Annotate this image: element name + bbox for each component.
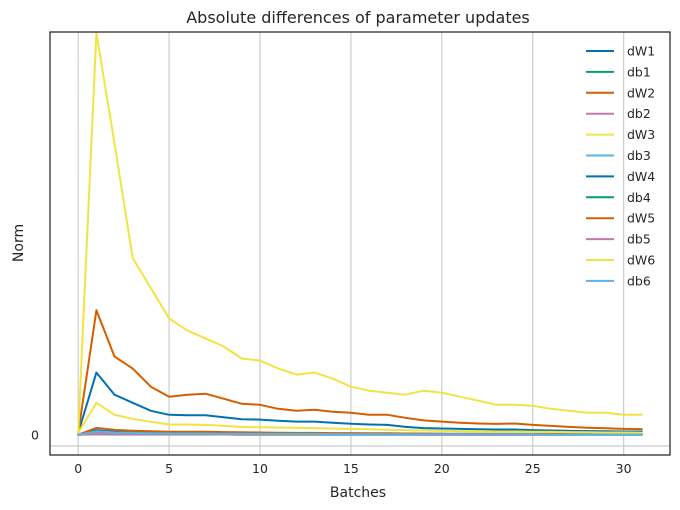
y-axis-ticks: 0 <box>31 427 39 442</box>
series-line-dW1 <box>77 371 643 434</box>
legend-label-dW1: dW1 <box>627 44 655 59</box>
legend-label-db6: db6 <box>627 273 651 288</box>
y-axis-label: Norm <box>11 224 27 262</box>
legend-label-db3: db3 <box>627 148 651 163</box>
series-line-db6 <box>77 430 643 436</box>
legend-label-dW2: dW2 <box>627 85 655 100</box>
y-tick-label: 0 <box>31 427 39 442</box>
series-line-dW6 <box>77 401 643 434</box>
legend: dW1 db1 dW2 db2 dW3 db3 dW4 db4 dW5 db5 dW6 db6 <box>586 44 655 288</box>
x-axis-ticks: 0 5 10 15 20 25 30 <box>74 461 631 476</box>
x-tick-label: 30 <box>616 461 632 476</box>
legend-label-dW5: dW5 <box>627 211 655 226</box>
series-line-dW3 <box>77 32 643 434</box>
series-line-dW2 <box>77 309 643 434</box>
plot-frame <box>49 31 671 456</box>
legend-label-db4: db4 <box>627 190 651 205</box>
legend-label-dW4: dW4 <box>627 169 655 184</box>
series-lines <box>77 32 643 436</box>
x-tick-label: 25 <box>525 461 541 476</box>
legend-label-dW3: dW3 <box>627 127 655 142</box>
x-tick-label: 10 <box>252 461 268 476</box>
x-tick-label: 5 <box>165 461 173 476</box>
x-tick-label: 15 <box>343 461 359 476</box>
chart-title: Absolute differences of parameter update… <box>186 8 530 27</box>
plot-area-background <box>50 32 670 455</box>
x-axis-label: Batches <box>330 485 386 501</box>
grid <box>77 32 625 455</box>
legend-label-db1: db1 <box>627 64 651 79</box>
x-tick-label: 20 <box>434 461 450 476</box>
legend-label-dW6: dW6 <box>627 253 655 268</box>
legend-label-db2: db2 <box>627 106 651 121</box>
legend-label-db5: db5 <box>627 232 651 247</box>
x-tick-label: 0 <box>74 461 82 476</box>
